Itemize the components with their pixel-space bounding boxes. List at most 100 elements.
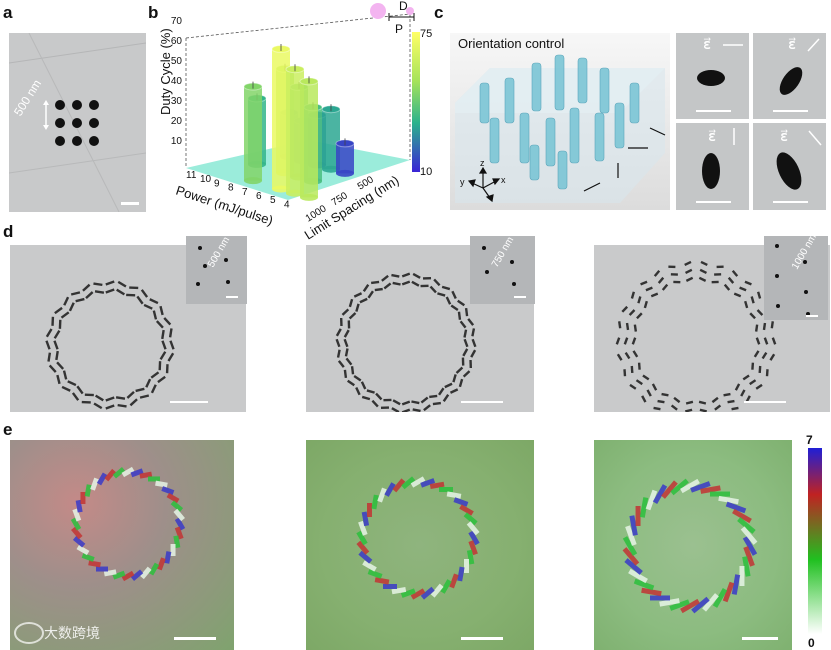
ring-dash bbox=[455, 366, 464, 374]
e-ring-segment bbox=[449, 573, 459, 589]
scale-bar-d2-inset bbox=[514, 296, 526, 298]
ring-dash bbox=[711, 396, 719, 404]
ring-dash bbox=[462, 370, 471, 378]
e-ring-segment bbox=[377, 487, 387, 503]
ring-dash bbox=[668, 265, 676, 269]
panel-a-scale-bar bbox=[121, 202, 139, 205]
ring-dash bbox=[763, 337, 769, 345]
z-tick-20: 20 bbox=[171, 116, 183, 127]
ring-dash bbox=[734, 383, 741, 391]
ring-dash bbox=[61, 385, 71, 392]
e-ring-segment bbox=[737, 517, 756, 534]
ring-dash bbox=[355, 386, 361, 396]
e-ring-segment bbox=[157, 557, 166, 571]
ring-1000-dashes bbox=[615, 260, 777, 412]
ring-dash bbox=[145, 378, 152, 388]
e-ring-segment bbox=[446, 491, 462, 499]
ring-dash bbox=[136, 295, 144, 305]
power-tick-8: 8 bbox=[228, 183, 234, 194]
ring-dash bbox=[361, 395, 371, 401]
ring-dash bbox=[391, 407, 400, 412]
e-ring-segment bbox=[702, 593, 719, 612]
ring-dash bbox=[661, 283, 669, 291]
e-ring-segment bbox=[710, 491, 730, 497]
ring-dash bbox=[423, 404, 431, 412]
ring-dash bbox=[161, 340, 167, 350]
e-ring-segment bbox=[430, 583, 444, 598]
ring-dash bbox=[618, 321, 622, 329]
e-ring-segment bbox=[410, 476, 426, 488]
inset-circle-right bbox=[406, 7, 414, 15]
e-ring-segment bbox=[742, 536, 758, 556]
ring-dash bbox=[337, 360, 345, 368]
e-ring-segment bbox=[624, 558, 643, 575]
ring-dash bbox=[362, 283, 370, 292]
e-ring-segment bbox=[384, 482, 396, 497]
e-ring-segment bbox=[722, 581, 735, 603]
ring-dash bbox=[168, 328, 173, 338]
ring-dash bbox=[367, 290, 374, 299]
e-ring-segment bbox=[625, 525, 637, 546]
e-ring-3 bbox=[622, 478, 758, 614]
e-ring-segment bbox=[420, 478, 436, 488]
ring-dash bbox=[60, 311, 70, 319]
birefringence-map-1: 大数跨境 bbox=[10, 440, 234, 650]
ring-dash bbox=[126, 390, 135, 399]
ring-dash bbox=[633, 324, 638, 332]
e-ring-segment bbox=[700, 485, 721, 494]
panel-a-sem-image: 500 nm bbox=[9, 33, 146, 212]
ring-dash bbox=[750, 296, 755, 304]
ring-dash bbox=[420, 284, 429, 288]
ring-dash bbox=[623, 337, 629, 345]
e-ring-segment bbox=[742, 556, 751, 577]
ring-dash bbox=[348, 312, 357, 320]
ring-dash bbox=[685, 276, 694, 282]
ring-dash bbox=[422, 276, 432, 280]
panel-a-holes bbox=[9, 33, 146, 212]
birefringence-map-2 bbox=[306, 440, 534, 650]
e-ring-segment bbox=[72, 508, 82, 522]
ring-dash bbox=[643, 300, 648, 309]
ring-dash bbox=[629, 383, 637, 390]
ring-dash bbox=[58, 319, 62, 329]
ring-dash bbox=[765, 369, 769, 377]
e-ring-segment bbox=[641, 587, 662, 597]
ring-dash bbox=[150, 384, 157, 394]
e-ring-segment bbox=[112, 570, 126, 580]
ring-dash bbox=[761, 351, 768, 360]
ring-dash bbox=[727, 276, 735, 284]
ring-dash bbox=[135, 387, 145, 393]
ring-dash bbox=[371, 399, 379, 408]
e-ring-segment bbox=[731, 574, 741, 595]
ring-dash bbox=[433, 278, 441, 287]
ring-dash bbox=[684, 260, 692, 267]
inset-sem-500: 500 nm bbox=[186, 236, 247, 304]
e-ring-segment bbox=[680, 598, 700, 614]
axis-x-label: x bbox=[501, 175, 506, 185]
ring-dash bbox=[450, 304, 459, 311]
ring-dash bbox=[152, 310, 158, 320]
z-tick-50: 50 bbox=[171, 56, 183, 67]
ring-dash bbox=[698, 276, 707, 282]
ring-dash bbox=[770, 321, 774, 329]
ring-dash bbox=[742, 374, 750, 381]
ring-dash bbox=[126, 293, 136, 297]
ring-dash bbox=[117, 403, 127, 408]
ring-dash bbox=[105, 280, 115, 286]
ring-dash bbox=[346, 379, 355, 387]
e-ring-segment bbox=[148, 562, 160, 576]
polarization-label-3: ε⃗ bbox=[708, 128, 717, 145]
e-ring-2 bbox=[356, 476, 480, 600]
ring-dash bbox=[444, 382, 453, 389]
ring-dash bbox=[464, 308, 469, 317]
ring-dash bbox=[411, 280, 420, 287]
inset-P-label: P bbox=[395, 22, 403, 36]
e-ring-segment bbox=[439, 487, 453, 493]
ring-dash bbox=[81, 400, 91, 404]
ring-dash bbox=[642, 374, 650, 381]
panel-b-letter: b bbox=[148, 3, 159, 22]
colorbar-min-label: 10 bbox=[420, 166, 432, 178]
e-ring-segment bbox=[652, 484, 668, 504]
z-tick-70: 70 bbox=[171, 16, 183, 27]
panel-c-glass-block: z x y bbox=[455, 54, 666, 203]
